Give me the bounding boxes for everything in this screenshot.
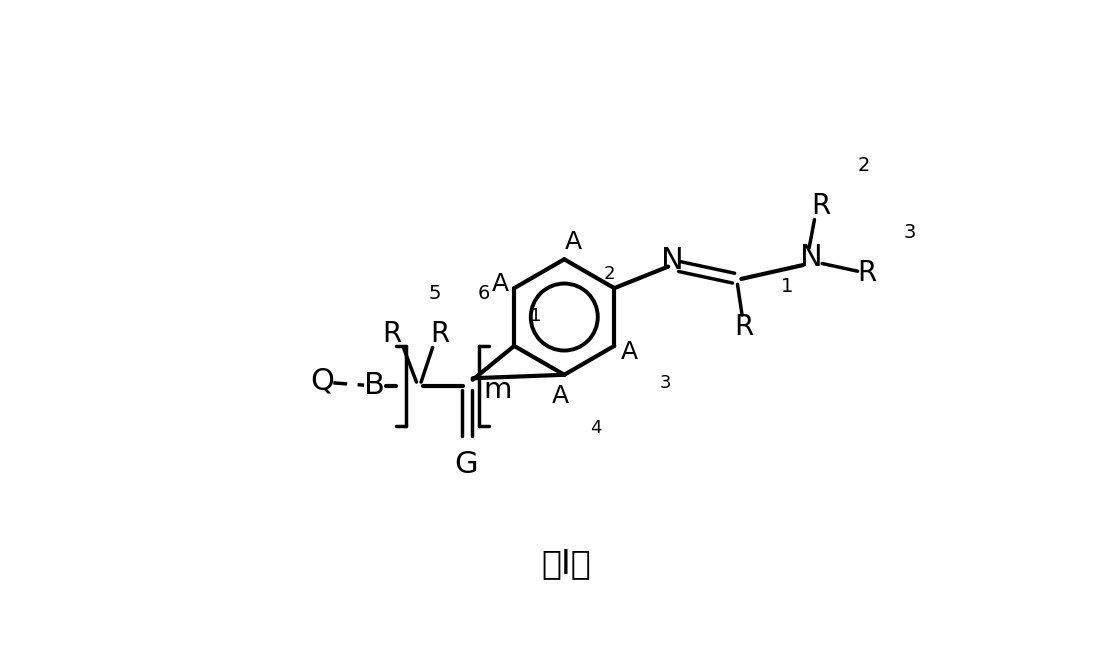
Text: A: A [552,384,569,409]
Text: 1: 1 [530,306,541,325]
Text: A: A [491,272,509,296]
Text: R: R [811,192,830,220]
Text: 3: 3 [659,374,671,392]
Text: A: A [622,340,638,364]
Text: B: B [364,372,385,401]
Text: 1: 1 [781,277,793,296]
Text: 4: 4 [590,419,602,437]
Text: A: A [565,230,582,254]
Text: R: R [382,320,402,347]
Text: R: R [857,259,877,287]
Text: 5: 5 [428,284,442,303]
Text: 6: 6 [477,284,490,303]
Text: R: R [431,320,450,347]
Text: Q: Q [310,367,335,396]
Text: R: R [734,312,753,341]
Text: （I）: （I） [541,547,591,580]
Text: 2: 2 [603,265,615,283]
Text: G: G [455,450,478,479]
Text: N: N [800,243,822,272]
Text: N: N [661,246,684,275]
Text: 3: 3 [904,223,916,242]
Text: m: m [484,376,512,404]
Text: 2: 2 [858,156,870,175]
